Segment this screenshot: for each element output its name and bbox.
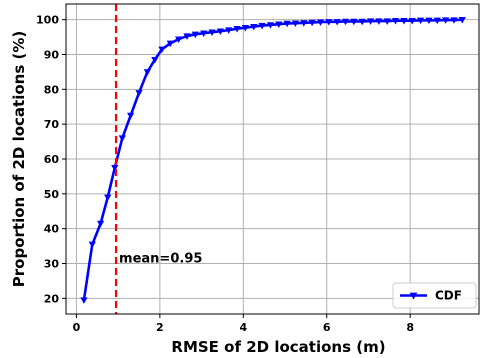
y-tick-label: 50 (44, 188, 60, 201)
x-axis-title: RMSE of 2D locations (m) (171, 338, 385, 356)
cdf-point (400, 18, 408, 25)
cdf-point (80, 297, 88, 304)
grid-lines (66, 4, 479, 314)
legend-box (392, 282, 477, 309)
cdf-point (416, 17, 425, 25)
cdf-point (250, 23, 258, 31)
cdf-point (241, 24, 249, 32)
cdf-point (143, 69, 151, 76)
y-tick-label: 20 (44, 292, 60, 305)
cdf-point (366, 18, 375, 25)
cdf-point (175, 36, 183, 43)
cdf-point (127, 112, 135, 120)
y-axis-title: Proportion of 2D locations (%) (10, 31, 28, 287)
x-tick-label: 8 (406, 321, 414, 334)
cdf-point (151, 57, 159, 64)
cdf-point (433, 17, 441, 25)
y-tick-label: 70 (44, 118, 60, 131)
cdf-point (200, 30, 208, 38)
cdf-point (458, 16, 466, 24)
cdf-point (266, 22, 275, 29)
y-tick-label: 60 (44, 153, 60, 166)
cdf-point (308, 19, 316, 27)
cdf-point (166, 40, 174, 48)
y-tick-label: 30 (44, 257, 60, 270)
y-tick-label: 90 (44, 49, 60, 62)
cdf-point (450, 17, 458, 24)
cdf-point (325, 19, 333, 26)
cdf-point (88, 241, 96, 249)
cdf-point (350, 18, 358, 26)
x-tick-label: 2 (156, 321, 164, 334)
legend: CDF (392, 282, 477, 309)
legend-marker (409, 292, 418, 300)
cdf-point (391, 18, 400, 25)
cdf-point (375, 18, 383, 25)
cdf-point (135, 90, 143, 97)
x-tick-label: 4 (239, 321, 247, 334)
cdf-point (408, 18, 416, 25)
cdf-point (97, 220, 105, 228)
cdf-point (316, 19, 325, 26)
cdf-point (358, 18, 366, 26)
cdf-point (225, 27, 233, 34)
cdf-point (341, 18, 350, 26)
y-tick-label: 40 (44, 223, 60, 236)
y-tick-label: 100 (36, 14, 59, 27)
cdf-point (425, 17, 433, 25)
axis-ticks: 0 2 4 6 8 20 30 40 50 60 70 80 90 100 (36, 14, 414, 334)
cdf-point (233, 26, 241, 33)
cdf-point (275, 21, 283, 28)
cdf-point (208, 29, 216, 36)
cdf-point (383, 18, 391, 25)
cdf-point (283, 20, 291, 28)
cdf-point (442, 17, 450, 24)
y-tick-label: 80 (44, 83, 60, 96)
cdf-point (291, 20, 300, 27)
cdf-point (158, 46, 166, 54)
cdf-point (258, 22, 266, 30)
cdf-point (333, 19, 341, 26)
cdf-point (300, 20, 308, 27)
cdf-point (183, 33, 191, 40)
x-tick-label: 6 (323, 321, 331, 334)
cdf-point (104, 194, 112, 202)
cdf-point (191, 31, 199, 39)
series-layer (80, 16, 466, 304)
cdf-point (216, 28, 224, 35)
mean-annotation: mean=0.95 (119, 251, 202, 266)
x-tick-label: 0 (73, 321, 81, 334)
legend-entry-cdf: CDF (435, 289, 462, 303)
cdf-point (111, 165, 119, 172)
cdf-point (118, 135, 126, 142)
